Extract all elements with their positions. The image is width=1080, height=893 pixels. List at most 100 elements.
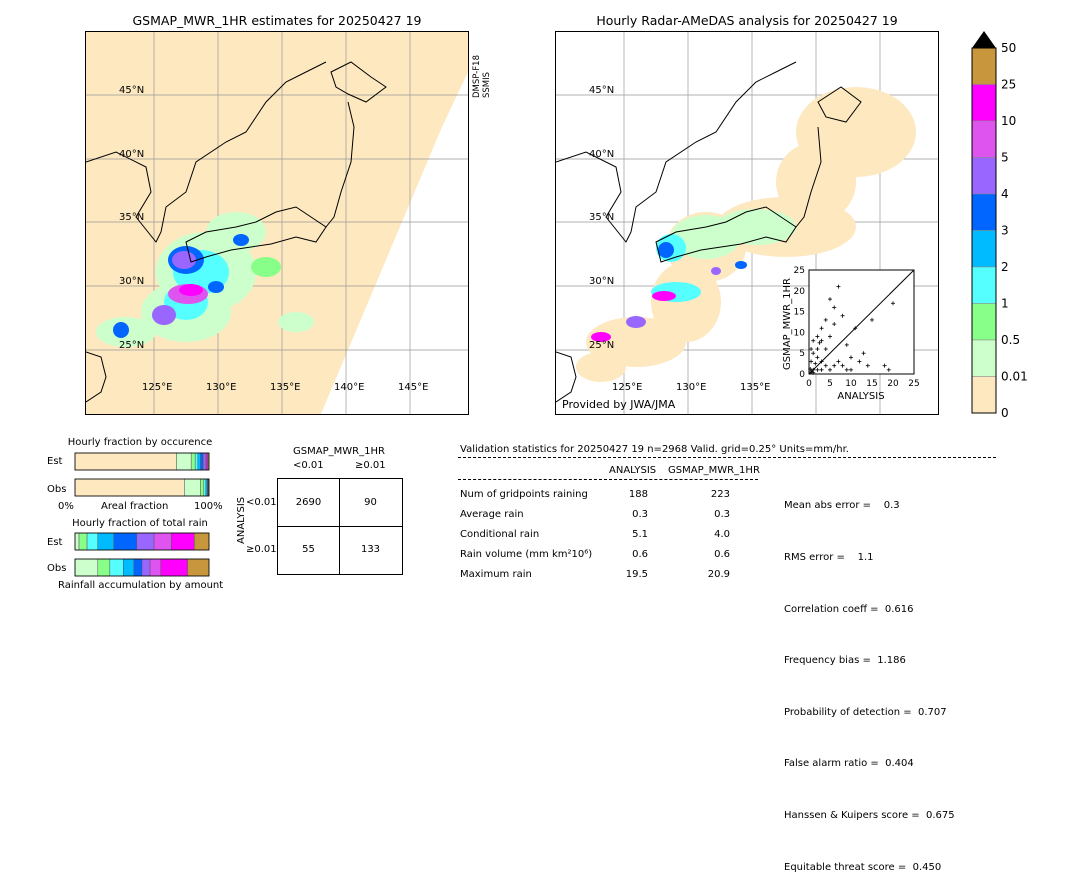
fraction-bar-segment <box>200 479 203 496</box>
scatter-x-tick: 20 <box>887 379 899 389</box>
lon-label-125: 125°E <box>612 382 642 393</box>
scatter-x-tick: 15 <box>866 379 877 389</box>
score-list: Mean abs error = 0.3 RMS error = 1.1 Cor… <box>784 463 955 893</box>
fraction-bar-segment <box>79 533 87 550</box>
colorbar-block <box>972 85 996 122</box>
table-divider <box>458 479 758 480</box>
scatter-y-tick: 10 <box>794 328 806 338</box>
scatter-y-tick: 15 <box>794 308 805 318</box>
cell-hits-none: 2690 <box>278 497 339 508</box>
rain-label-obs: Obs <box>47 563 66 574</box>
fraction-bar-segment <box>75 453 176 470</box>
lon-label-135: 135°E <box>740 382 770 393</box>
rain-label-est: Est <box>47 537 62 548</box>
lat-label-25: 25°N <box>589 340 614 351</box>
fraction-bar-segment <box>176 453 191 470</box>
fraction-bar-segment <box>184 479 200 496</box>
cell-false-alarm: 90 <box>340 497 401 508</box>
stat-analysis: 5.1 <box>598 529 648 540</box>
col-gsmap: GSMAP_MWR_1HR <box>668 465 760 476</box>
lon-label-135: 135°E <box>270 382 300 393</box>
colorbar-level-label: 3 <box>1001 224 1009 238</box>
fraction-bar-segment <box>191 453 195 470</box>
score-ets: Equitable threat score = 0.450 <box>784 859 955 876</box>
colorbar-blocks <box>972 48 996 413</box>
stat-gsmap: 0.3 <box>680 509 730 520</box>
score-freq-bias: Frequency bias = 1.186 <box>784 652 955 669</box>
fraction-bar-segment <box>195 453 198 470</box>
fraction-bar-segment <box>98 533 114 550</box>
validation-divider <box>458 457 996 458</box>
colorbar-level-label: 1 <box>1001 297 1009 311</box>
fraction-bar-segment <box>201 453 204 470</box>
stat-gsmap: 0.6 <box>680 549 730 560</box>
fraction-bar-segment <box>137 533 154 550</box>
score-mae: Mean abs error = 0.3 <box>784 497 955 514</box>
lat-label-40: 40°N <box>589 149 614 160</box>
rain-xlabel: Rainfall accumulation by amount <box>58 580 238 591</box>
lon-label-140: 140°E <box>334 382 364 393</box>
score-hk: Hanssen & Kuipers score = 0.675 <box>784 807 955 824</box>
colorbar-level-label: 5 <box>1001 151 1009 165</box>
lat-label-35: 35°N <box>589 212 614 223</box>
rain-fraction-title: Hourly fraction of total rain <box>60 518 220 529</box>
stat-label: Maximum rain <box>460 569 532 580</box>
fraction-bar-segment <box>75 479 184 496</box>
scatter-y-tick: 25 <box>794 266 805 276</box>
left-map: 45°N 40°N 35°N 30°N 25°N 125°E 130°E 135… <box>85 31 469 415</box>
stat-gsmap: 223 <box>680 489 730 500</box>
scatter-x-tick: 5 <box>827 379 833 389</box>
lat-label-30: 30°N <box>119 276 144 287</box>
occ-xtick-100: 100% <box>194 501 223 512</box>
scatter-y-tick: 0 <box>799 370 805 380</box>
lon-label-130: 130°E <box>206 382 236 393</box>
colorbar-block <box>972 267 996 304</box>
fraction-bar-segment <box>114 533 137 550</box>
colorbar-level-label: 0 <box>1001 406 1009 420</box>
left-map-title: GSMAP_MWR_1HR estimates for 20250427 19 <box>85 13 469 28</box>
occ-xtick-0: 0% <box>58 501 74 512</box>
fraction-bar-segment <box>75 559 98 576</box>
lat-label-35: 35°N <box>119 212 144 223</box>
stat-analysis: 0.3 <box>598 509 648 520</box>
score-pod: Probability of detection = 0.707 <box>784 704 955 721</box>
contingency-table: 2690 90 55 133 <box>277 478 403 575</box>
colorbar-block <box>972 121 996 158</box>
rain-fraction-bars <box>74 530 210 580</box>
fraction-bar-segment <box>198 453 201 470</box>
fraction-bar-segment <box>154 533 171 550</box>
colorbar-level-label: 2 <box>1001 260 1009 274</box>
score-rmse: RMS error = 1.1 <box>784 549 955 566</box>
stat-label: Average rain <box>460 509 524 520</box>
contingency-row-1: <0.01 <box>246 497 277 508</box>
col-analysis: ANALYSIS <box>609 465 656 476</box>
lat-label-45: 45°N <box>119 85 144 96</box>
colorbar-block <box>972 340 996 377</box>
colorbar-level-label: 0.01 <box>1001 370 1028 384</box>
scatter-ylabel: GSMAP_MWR_1HR <box>782 278 793 370</box>
fraction-bar-segment <box>150 559 161 576</box>
stat-label: Conditional rain <box>460 529 539 540</box>
stat-label: Rain volume (mm km²10⁶) <box>460 549 592 560</box>
score-far: False alarm ratio = 0.404 <box>784 755 955 772</box>
colorbar-block <box>972 48 996 85</box>
fraction-bar-segment <box>110 559 123 576</box>
lat-label-45: 45°N <box>589 85 614 96</box>
contingency-row-2: ≥0.01 <box>246 544 277 555</box>
fraction-bar-segment <box>171 533 194 550</box>
colorbar-level-label: 0.5 <box>1001 333 1020 347</box>
occ-label-est: Est <box>47 456 62 467</box>
colorbar-block <box>972 231 996 268</box>
cell-hit: 133 <box>340 544 401 555</box>
stat-gsmap: 20.9 <box>680 569 730 580</box>
scatter-x-tick: 0 <box>806 379 812 389</box>
fraction-bar-segment <box>87 533 98 550</box>
fraction-bar-segment <box>98 559 110 576</box>
stat-analysis: 0.6 <box>598 549 648 560</box>
colorbar-level-label: 10 <box>1001 114 1016 128</box>
